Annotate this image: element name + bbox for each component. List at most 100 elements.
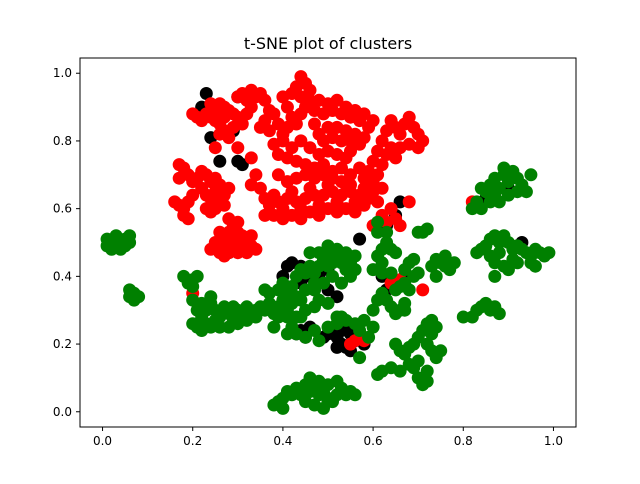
scatter-point xyxy=(213,320,227,334)
scatter-point xyxy=(303,371,317,385)
scatter-point xyxy=(280,310,294,324)
x-tick-label: 0.2 xyxy=(183,434,202,448)
scatter-point xyxy=(213,154,227,168)
scatter-point xyxy=(393,141,407,155)
y-tick-label: 1.0 xyxy=(53,66,72,80)
x-tick-label: 0.6 xyxy=(364,434,383,448)
scatter-point xyxy=(335,310,348,324)
scatter-point xyxy=(299,283,312,297)
scatter-point xyxy=(285,185,299,199)
scatter-point xyxy=(271,395,285,409)
scatter-point xyxy=(299,395,312,409)
scatter-point xyxy=(317,276,330,290)
scatter-point xyxy=(357,131,371,145)
scatter-point xyxy=(510,256,524,270)
scatter-point xyxy=(299,330,312,344)
scatter-point xyxy=(335,134,348,148)
scatter-point xyxy=(407,252,421,266)
scatter-point xyxy=(420,364,434,378)
scatter-point xyxy=(321,239,335,253)
scatter-point xyxy=(308,117,321,131)
scatter-point xyxy=(271,310,285,324)
x-tick-label: 0.8 xyxy=(454,434,473,448)
scatter-point xyxy=(335,276,348,290)
scatter-point xyxy=(384,266,398,280)
scatter-point xyxy=(289,117,303,131)
scatter-point xyxy=(231,215,245,229)
scatter-point xyxy=(348,249,362,263)
scatter-point xyxy=(519,185,533,199)
scatter-point xyxy=(267,137,281,151)
y-tick-label: 0.2 xyxy=(53,337,72,351)
scatter-point xyxy=(276,202,290,216)
scatter-point xyxy=(371,195,385,209)
scatter-point xyxy=(199,87,213,100)
axes-layer: 0.0 0.2 0.4 0.6 0.8 1.0 0.0 0.2 0.4 0.6 0.8 1.0 xyxy=(53,57,577,448)
scatter-point xyxy=(402,283,416,297)
scatter-point xyxy=(348,388,362,402)
scatter-point xyxy=(217,249,231,263)
scatter-point xyxy=(186,188,200,202)
scatter-point xyxy=(204,205,218,219)
scatter-point xyxy=(267,320,281,334)
scatter-point xyxy=(321,296,335,310)
scatter-point xyxy=(231,246,245,260)
x-tick-label: 1.0 xyxy=(544,434,563,448)
scatter-point xyxy=(380,148,394,161)
scatter-point xyxy=(447,256,461,270)
scatter-point xyxy=(267,107,281,121)
scatter-point xyxy=(303,141,317,155)
scatter-point xyxy=(123,229,137,243)
chart-title: t-SNE plot of clusters xyxy=(244,34,412,53)
scatter-point xyxy=(470,246,484,260)
scatter-point xyxy=(389,246,403,260)
scatter-point xyxy=(420,374,434,388)
scatter-point xyxy=(393,219,407,233)
scatter-point xyxy=(285,141,299,155)
scatter-point xyxy=(542,246,556,260)
scatter-point xyxy=(371,368,385,381)
scatter-point xyxy=(317,158,330,172)
scatter-point xyxy=(456,310,470,324)
scatter-point xyxy=(497,161,511,175)
scatter-point xyxy=(226,300,240,314)
scatter-point xyxy=(231,141,245,155)
scatter-point xyxy=(380,225,394,239)
scatter-point xyxy=(249,242,263,256)
scatter-point xyxy=(344,269,357,283)
scatter-point xyxy=(321,395,335,409)
x-tick-label: 0.4 xyxy=(273,434,292,448)
scatter-point xyxy=(528,259,542,273)
scatter-point xyxy=(312,148,326,161)
plot-frame xyxy=(79,57,577,428)
scatter-point xyxy=(326,269,339,283)
scatter-point xyxy=(366,303,380,317)
y-tick-label: 0.0 xyxy=(53,405,72,419)
scatter-point xyxy=(524,168,538,182)
scatter-point xyxy=(249,168,263,182)
scatter-point xyxy=(294,212,308,226)
scatter-point xyxy=(353,351,367,365)
scatter-point xyxy=(262,124,276,138)
y-tick-label: 0.8 xyxy=(53,134,72,148)
scatter-point xyxy=(271,168,285,182)
scatter-point xyxy=(402,110,416,124)
scatter-point xyxy=(330,340,344,354)
scatter-point xyxy=(393,195,407,209)
scatter-point xyxy=(244,229,258,243)
scatter-point xyxy=(465,202,479,216)
scatter-point xyxy=(501,188,515,202)
scatter-point xyxy=(389,307,403,321)
scatter-point xyxy=(235,158,249,172)
scatter-point xyxy=(262,286,276,300)
scatter-point xyxy=(393,127,407,141)
scatter-point xyxy=(280,327,294,341)
scatter-point xyxy=(353,232,367,246)
scatter-point xyxy=(375,158,389,172)
scatter-point xyxy=(190,269,204,283)
scatter-point xyxy=(249,310,263,324)
scatter-point xyxy=(195,296,209,310)
scatter-point xyxy=(357,107,371,121)
scatter-point xyxy=(308,283,321,297)
scatter-point xyxy=(244,178,258,192)
